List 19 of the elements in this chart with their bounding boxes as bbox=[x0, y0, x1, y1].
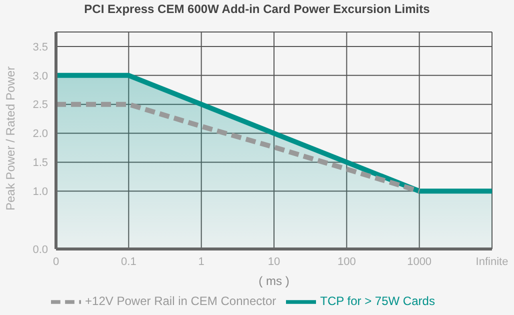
y-tick-label: 1.0 bbox=[32, 186, 48, 198]
x-tick-label: 0.1 bbox=[121, 256, 136, 268]
x-tick-label: 100 bbox=[337, 256, 356, 268]
legend-label: TCP for > 75W Cards bbox=[320, 294, 435, 308]
y-tick-label: 3.5 bbox=[32, 41, 48, 54]
x-tick-label: 0 bbox=[52, 256, 60, 268]
x-tick-label: 10 bbox=[268, 256, 280, 268]
y-tick-label: 2.5 bbox=[32, 99, 48, 112]
x-tick-label: 1000 bbox=[407, 256, 432, 268]
legend-label: +12V Power Rail in CEM Connector bbox=[85, 294, 276, 308]
chart-title: PCI Express CEM 600W Add-in Card Power Excursion Limits bbox=[83, 1, 431, 18]
x-tick-label: Infinite bbox=[476, 256, 508, 268]
y-tick-label: 0.0 bbox=[32, 244, 48, 256]
y-axis-title: Peak Power / Rated Power bbox=[3, 66, 18, 210]
y-tick-label: 3.0 bbox=[32, 70, 48, 82]
y-tick-label: 2.0 bbox=[32, 128, 48, 140]
y-tick-label: 1.5 bbox=[32, 157, 48, 170]
x-axis-title: ( ms ) bbox=[258, 274, 290, 288]
x-tick-label: 1 bbox=[198, 256, 204, 268]
